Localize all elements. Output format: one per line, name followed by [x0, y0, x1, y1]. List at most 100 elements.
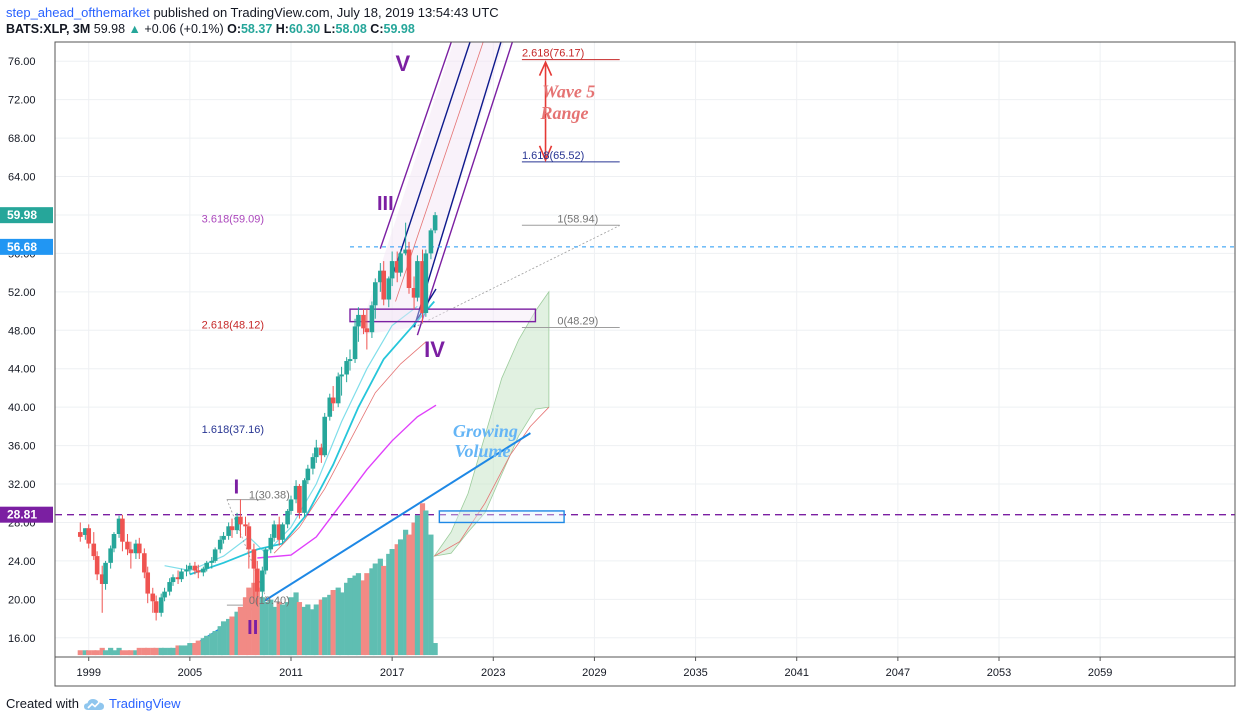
volume-bar [136, 647, 142, 656]
y-tick-label: 20.00 [8, 594, 36, 606]
volume-bar [423, 510, 429, 656]
author-link[interactable]: step_ahead_ofthemarket [6, 5, 150, 20]
volume-bar [237, 606, 244, 656]
candle-body [111, 534, 117, 549]
volume-bar [347, 577, 353, 656]
candle-body [394, 261, 400, 273]
volume-bar [246, 587, 252, 656]
volume-bar [141, 647, 147, 656]
volume-bar [124, 650, 131, 656]
volume-bars [77, 503, 438, 656]
plot-area[interactable] [55, 42, 1235, 657]
candle-body [195, 570, 201, 573]
x-tick-label: 1999 [76, 667, 100, 679]
volume-bar [279, 604, 286, 656]
candle-body [179, 571, 184, 580]
candle-body [251, 549, 257, 569]
volume-bar [77, 650, 83, 656]
candle-body [386, 278, 392, 300]
candle-body [192, 565, 198, 571]
candle-body [330, 397, 336, 404]
symbol-name[interactable]: BATS:XLP, 3M [6, 22, 91, 36]
candle-body [243, 524, 248, 527]
candle-body [234, 516, 240, 531]
price-label-tag [0, 238, 53, 255]
volume-bar [296, 602, 303, 656]
volume-bar [381, 565, 387, 656]
volume-bar [82, 650, 88, 656]
volume-bar [293, 592, 299, 656]
candle-body [352, 326, 358, 360]
candle-body [77, 532, 83, 537]
created-with-text: Created with [6, 696, 79, 711]
wave-label: I [234, 477, 240, 499]
wave-label: Volume [455, 441, 511, 461]
candle-body [212, 549, 218, 561]
candle-body [263, 549, 269, 571]
candle-body [221, 535, 226, 540]
y-axis[interactable]: 16.0020.0024.0028.0032.0036.0040.0044.00… [8, 56, 36, 645]
candle-body [128, 549, 134, 554]
candle-body [322, 416, 328, 456]
volume-bar [204, 635, 210, 656]
range-arrow-head-down [538, 145, 553, 163]
candle-body [398, 253, 403, 273]
candle-body [297, 485, 302, 513]
fib-level-label: 1.618(65.52) [522, 150, 584, 162]
volume-bar [285, 602, 291, 656]
volume-bar [242, 597, 249, 656]
candle-body [116, 518, 122, 534]
volume-bar [360, 580, 367, 656]
channel-outer-line [416, 42, 514, 336]
candle-body [260, 570, 265, 592]
candle-body [361, 314, 366, 329]
candle-body [254, 568, 260, 592]
candle-body [187, 565, 193, 570]
candle-body [153, 601, 159, 613]
price-label-text: 59.98 [7, 208, 37, 222]
candle-body [268, 537, 274, 550]
wave-label: Range [539, 103, 588, 123]
candle-body [142, 553, 147, 573]
volume-bar [220, 621, 227, 656]
x-tick-label: 2023 [481, 667, 505, 679]
volume-bar [209, 633, 215, 656]
ma-fast-line [164, 305, 418, 572]
grid-lines [55, 42, 1235, 657]
volume-bar [161, 647, 168, 656]
zone-box-lower [438, 510, 565, 524]
x-tick-label: 2047 [886, 667, 910, 679]
volume-bar [229, 616, 235, 656]
y-tick-label: 44.00 [8, 364, 36, 376]
candle-body [204, 562, 210, 569]
fib-level-label: 1.618(37.16) [202, 424, 264, 436]
candle-body [372, 282, 378, 306]
volume-bar [386, 553, 392, 656]
y-tick-label: 76.00 [8, 56, 36, 68]
volume-bar [419, 503, 426, 656]
candle-body [162, 591, 167, 598]
volume-bar [338, 592, 345, 656]
candle-body [99, 574, 105, 584]
x-axis[interactable]: 1999 2005 2011 2017 2023 2029 2035 2041 2047 2053… [76, 657, 1112, 679]
low-label: L: [323, 22, 336, 36]
tradingview-brand[interactable]: TradingView [108, 696, 181, 711]
candle-body [229, 526, 235, 531]
volume-bar [432, 643, 438, 656]
candle-body [136, 543, 142, 554]
candle-body [103, 562, 108, 584]
channel-upper-line [379, 42, 453, 249]
candle-body [271, 524, 277, 538]
candle-body [327, 397, 333, 417]
ma-slow-line [189, 300, 435, 576]
channel-fill [358, 42, 505, 336]
volume-bar [167, 647, 173, 656]
candle-body [313, 447, 319, 458]
volume-bar [364, 573, 370, 656]
y-tick-label: 48.00 [8, 325, 36, 337]
candle-body [133, 543, 139, 554]
volume-bar [217, 626, 223, 656]
x-tick-label: 2059 [1088, 667, 1112, 679]
candle-body [125, 541, 130, 550]
